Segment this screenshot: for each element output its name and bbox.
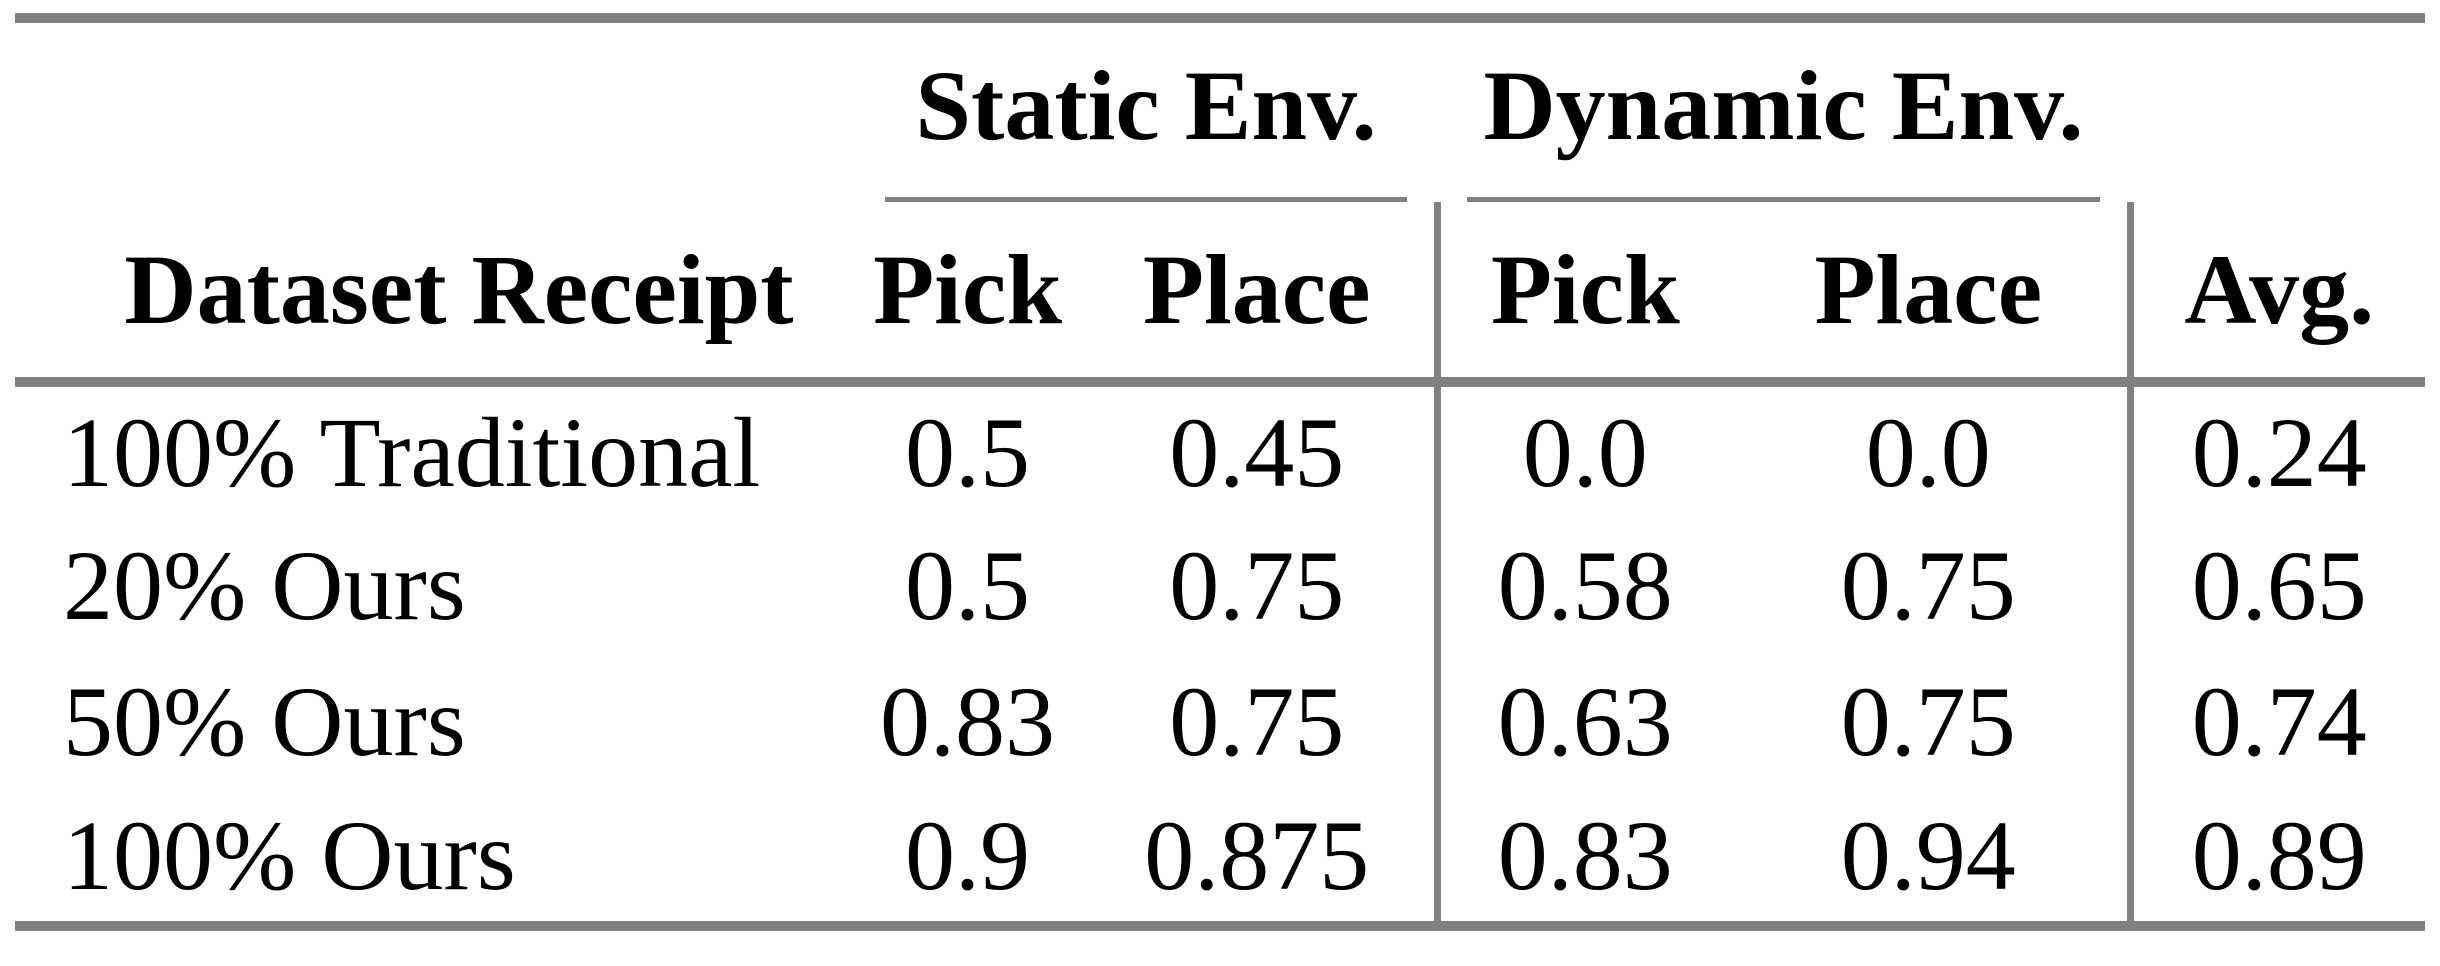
cell-dynamic-place: 0.0 xyxy=(1865,396,1991,508)
column-header-avg: Avg. xyxy=(2126,202,2426,382)
cell-dynamic-place: 0.75 xyxy=(1840,530,2016,641)
row-label: 20% Ours xyxy=(63,530,466,641)
column-header-static-pick: Pick xyxy=(873,233,1062,345)
cell-static-pick: 0.9 xyxy=(905,799,1030,911)
group-header-spacer-left xyxy=(15,18,855,202)
column-header-dataset-receipt: Dataset Receipt xyxy=(124,233,794,345)
group-header-spacer-right xyxy=(2130,18,2425,202)
group-header-static-env: Static Env. xyxy=(855,18,1437,202)
cell-dynamic-pick: 0.63 xyxy=(1433,654,1730,790)
column-header-static-place: Place xyxy=(1142,233,1371,345)
cell-avg: 0.89 xyxy=(2126,790,2426,926)
cell-static-place: 0.875 xyxy=(1144,799,1370,911)
cell-static-place: 0.75 xyxy=(1169,530,1345,641)
cell-avg: 0.74 xyxy=(2126,654,2426,790)
table-row-50-ours: 50% Ours 0.83 0.75 0.63 0.75 0.74 xyxy=(15,654,2426,790)
cell-static-pick: 0.5 xyxy=(905,396,1030,508)
cell-dynamic-place: 0.75 xyxy=(1840,666,2016,777)
table-header: Static Env. Dynamic Env. Dataset Receipt… xyxy=(15,18,2426,382)
cell-static-pick: 0.83 xyxy=(880,666,1055,777)
cell-static-place: 0.45 xyxy=(1169,396,1345,508)
cell-dynamic-pick: 0.83 xyxy=(1433,790,1730,926)
group-header-row: Static Env. Dynamic Env. xyxy=(15,18,2425,202)
cell-dynamic-pick: 0.58 xyxy=(1433,518,1730,654)
results-table: Static Env. Dynamic Env. Dataset Receipt… xyxy=(15,13,2426,931)
table-body: 100% Traditional 0.5 0.45 0.0 0.0 0.24 2… xyxy=(15,382,2426,926)
cell-dynamic-place: 0.94 xyxy=(1840,799,2016,911)
column-header-row: Dataset Receipt Pick Place Pick Place Av… xyxy=(15,202,2426,382)
dynamic-env-underline xyxy=(1467,197,2101,202)
table-row-20-ours: 20% Ours 0.5 0.75 0.58 0.75 0.65 xyxy=(15,518,2426,654)
row-label: 100% Traditional xyxy=(63,396,761,508)
cell-static-pick: 0.5 xyxy=(905,530,1030,641)
table-row-100-traditional: 100% Traditional 0.5 0.45 0.0 0.0 0.24 xyxy=(15,382,2426,518)
cell-avg: 0.24 xyxy=(2126,382,2426,518)
cell-avg: 0.65 xyxy=(2126,518,2426,654)
static-env-label: Static Env. xyxy=(915,49,1377,161)
cell-dynamic-pick: 0.0 xyxy=(1433,382,1730,518)
column-header-dynamic-place: Place xyxy=(1814,233,2043,345)
dynamic-env-label: Dynamic Env. xyxy=(1483,49,2084,161)
row-label: 100% Ours xyxy=(63,799,516,911)
table-row-100-ours: 100% Ours 0.9 0.875 0.83 0.94 0.89 xyxy=(15,790,2426,926)
static-env-underline xyxy=(885,197,1407,202)
column-header-dynamic-pick: Pick xyxy=(1433,202,1730,382)
group-header-dynamic-env: Dynamic Env. xyxy=(1437,18,2130,202)
cell-static-place: 0.75 xyxy=(1169,666,1345,777)
row-label: 50% Ours xyxy=(63,666,466,777)
